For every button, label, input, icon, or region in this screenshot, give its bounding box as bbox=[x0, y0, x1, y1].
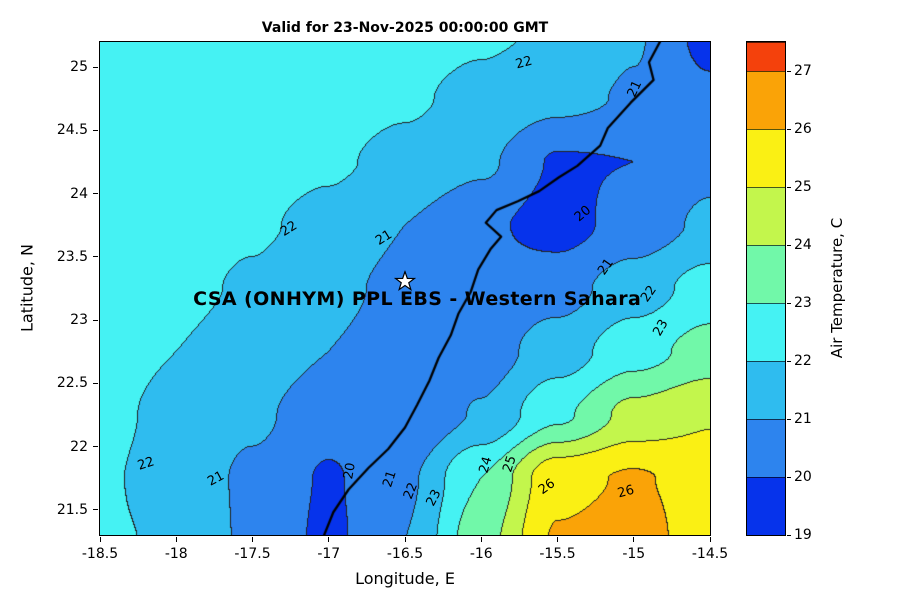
colorbar-tick-mark bbox=[787, 476, 791, 478]
x-tick-mark bbox=[328, 537, 330, 542]
x-tick-mark bbox=[633, 537, 635, 542]
colorbar-tick-mark bbox=[787, 302, 791, 304]
colorbar-cell bbox=[747, 419, 785, 477]
colorbar-tick-mark bbox=[787, 418, 791, 420]
colorbar-tick-label: 23 bbox=[794, 295, 812, 311]
y-tick-label: 22 bbox=[70, 438, 88, 455]
colorbar-tick-label: 26 bbox=[794, 121, 812, 137]
colorbar-cell bbox=[747, 361, 785, 419]
x-tick-label: -17 bbox=[317, 546, 341, 562]
colorbar bbox=[746, 41, 786, 536]
x-tick-label: -16 bbox=[469, 546, 493, 562]
y-tick-label: 22.5 bbox=[56, 375, 88, 392]
x-tick-mark bbox=[99, 537, 101, 542]
y-tick-mark bbox=[93, 66, 98, 68]
x-tick-label: -18.5 bbox=[81, 546, 119, 562]
contour-map-canvas bbox=[100, 42, 710, 535]
x-tick-label: -14.5 bbox=[691, 546, 729, 562]
x-tick-label: -16.5 bbox=[386, 546, 424, 562]
colorbar-cell bbox=[747, 42, 785, 71]
plot-title: Valid for 23-Nov-2025 00:00:00 GMT bbox=[261, 20, 549, 36]
colorbar-tick-mark bbox=[787, 70, 791, 72]
y-tick-mark bbox=[93, 509, 98, 511]
x-tick-mark bbox=[252, 537, 253, 542]
star-marker-icon bbox=[394, 270, 416, 292]
y-axis-label: Latitude, N bbox=[17, 244, 37, 332]
y-tick-mark bbox=[93, 446, 98, 447]
y-tick-label: 24.5 bbox=[56, 122, 88, 139]
colorbar-cell bbox=[747, 303, 785, 361]
colorbar-tick-mark bbox=[787, 186, 791, 188]
y-tick-label: 21.5 bbox=[56, 501, 88, 518]
colorbar-cell bbox=[747, 245, 785, 303]
colorbar-tick-label: 27 bbox=[794, 63, 812, 79]
colorbar-tick-mark bbox=[787, 360, 791, 362]
y-tick-mark bbox=[93, 382, 98, 384]
colorbar-tick-label: 19 bbox=[794, 527, 812, 543]
y-tick-label: 24 bbox=[70, 185, 88, 202]
colorbar-tick-label: 22 bbox=[794, 353, 812, 369]
y-tick-label: 25 bbox=[70, 59, 88, 76]
colorbar-cell bbox=[747, 129, 785, 187]
y-tick-mark bbox=[93, 129, 98, 131]
colorbar-cell bbox=[747, 71, 785, 129]
x-tick-mark bbox=[175, 537, 177, 542]
colorbar-tick-mark bbox=[787, 128, 791, 130]
contour-label: 26 bbox=[616, 482, 637, 502]
y-tick-mark bbox=[93, 256, 98, 258]
y-tick-label: 23 bbox=[70, 312, 88, 329]
x-tick-label: -15.5 bbox=[539, 546, 576, 562]
colorbar-tick-label: 25 bbox=[794, 179, 812, 195]
colorbar-cell bbox=[747, 477, 785, 535]
colorbar-tick-label: 24 bbox=[794, 237, 812, 253]
colorbar-cell bbox=[747, 187, 785, 245]
x-axis-label: Longitude, E bbox=[355, 569, 455, 588]
x-tick-mark bbox=[557, 537, 558, 542]
x-tick-mark bbox=[404, 537, 406, 542]
plot-area: 22 21 22 21 20 21 22 23 22 21 20 21 22 23 24 25 26 26 CSA… bbox=[99, 41, 711, 536]
colorbar-tick-mark bbox=[787, 534, 791, 536]
colorbar-tick-label: 20 bbox=[794, 469, 812, 485]
colorbar-tick-label: 21 bbox=[794, 411, 812, 427]
x-tick-label: -18 bbox=[164, 546, 188, 562]
x-tick-label: -17.5 bbox=[234, 546, 271, 562]
site-annotation: CSA (ONHYM) PPL EBS - Western Sahara bbox=[193, 287, 642, 310]
x-tick-mark bbox=[480, 537, 482, 542]
x-tick-mark bbox=[709, 537, 711, 542]
contour-label: 20 bbox=[341, 461, 359, 480]
colorbar-tick-mark bbox=[787, 244, 791, 246]
y-tick-mark bbox=[93, 319, 98, 321]
y-tick-label: 23.5 bbox=[56, 248, 88, 265]
y-tick-mark bbox=[93, 193, 98, 195]
colorbar-label: Air Temperature, C bbox=[828, 217, 846, 359]
x-tick-label: -15 bbox=[622, 546, 646, 562]
